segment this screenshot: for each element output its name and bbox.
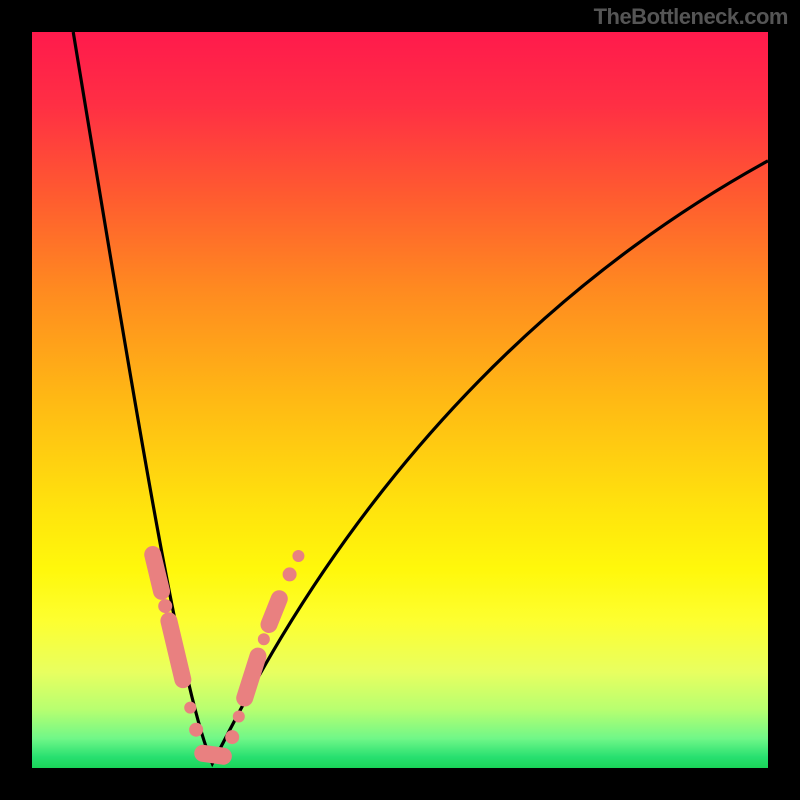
data-marker — [158, 599, 172, 613]
data-marker — [184, 702, 196, 714]
data-marker — [245, 656, 258, 698]
data-marker — [225, 730, 239, 744]
data-marker — [203, 753, 224, 756]
data-marker — [189, 723, 203, 737]
data-marker — [233, 710, 245, 722]
data-marker — [292, 550, 304, 562]
data-marker — [258, 633, 270, 645]
watermark-text: TheBottleneck.com — [594, 4, 788, 30]
plot-area — [32, 32, 768, 768]
data-marker — [269, 599, 279, 625]
chart-container: TheBottleneck.com — [0, 0, 800, 800]
data-marker — [153, 555, 162, 592]
curve-layer — [32, 32, 768, 768]
data-marker — [169, 621, 183, 680]
data-marker — [283, 567, 297, 581]
